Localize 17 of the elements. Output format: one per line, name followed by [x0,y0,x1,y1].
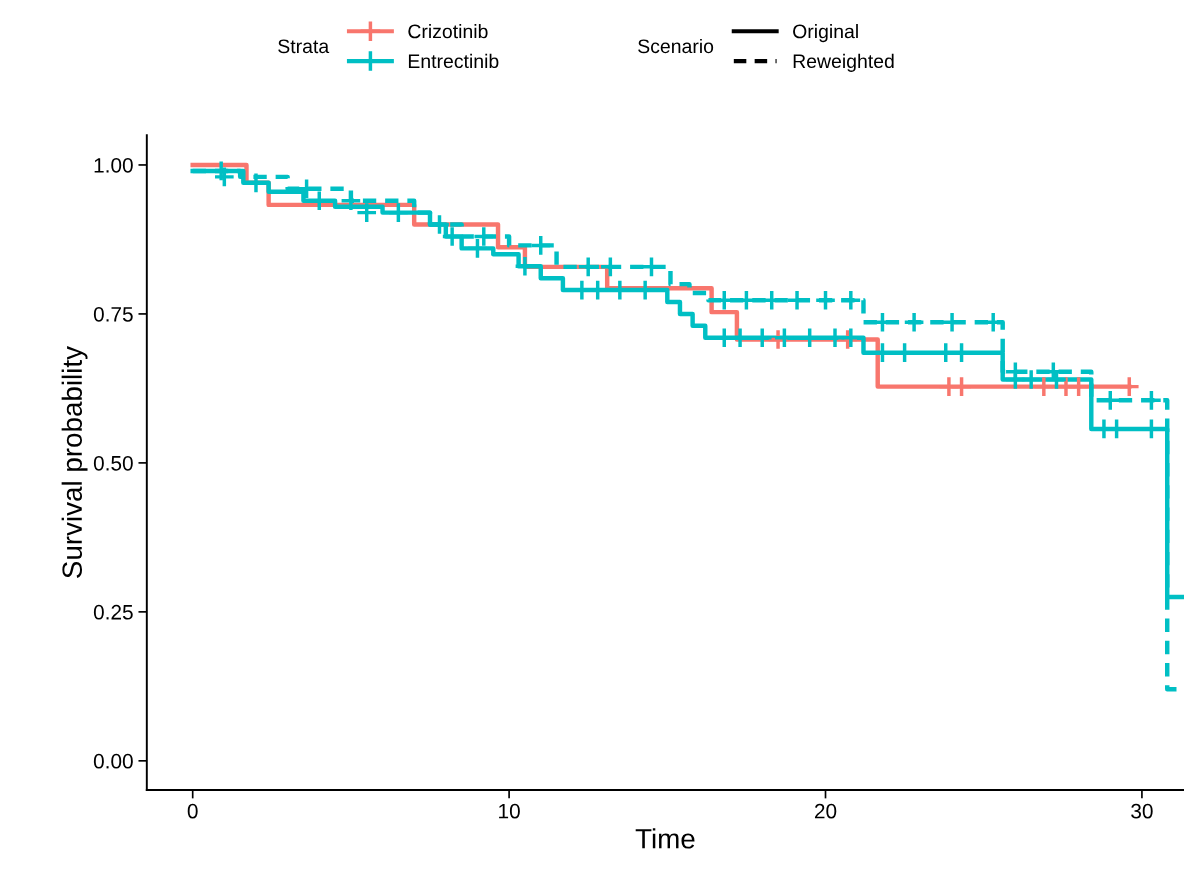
y-tick-label: 1.00 [94,157,133,173]
text: Scenario [638,38,714,54]
x-tick-label: 20 [814,803,837,819]
y-tick-label: 0.00 [93,753,133,769]
text: Original [793,24,858,43]
y-tick-label: 0.25 [93,604,133,620]
y-axis-title: Survival probability [61,346,88,578]
x-axis-title: Time [635,828,695,849]
x-tick-label: 10 [499,803,520,819]
text: Reweighted [793,53,894,72]
legend-label: Crizotinib [408,24,488,39]
legend-title: Strata [278,39,330,54]
x-tick-label: 30 [1131,803,1153,819]
y-tick-label: 0.75 [93,306,133,322]
x-tick-label: 0 [187,803,198,819]
y-tick-label: 0.50 [93,455,133,471]
legend-label: Entrectinib [408,53,499,69]
